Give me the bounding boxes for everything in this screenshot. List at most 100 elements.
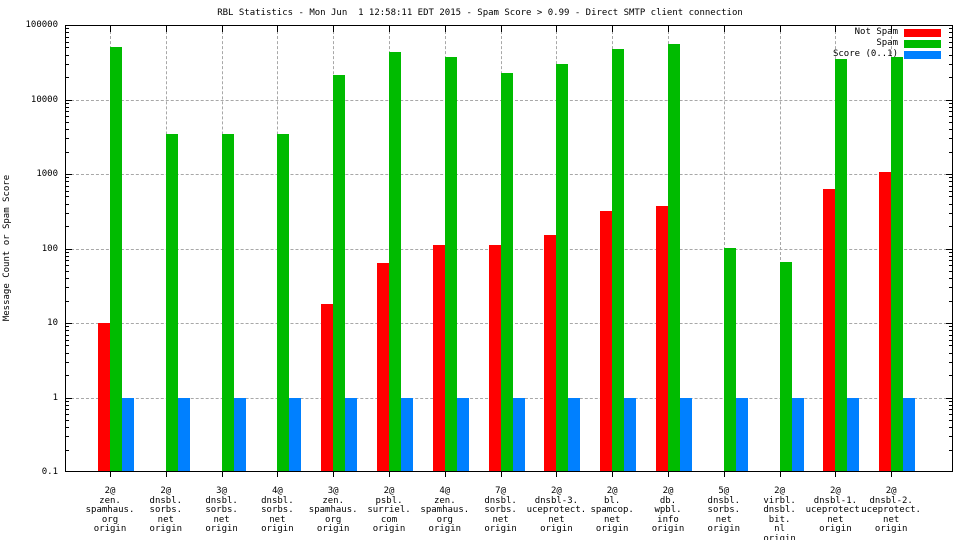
x-tick-label-line: 2@ bbox=[606, 486, 618, 496]
spam-bar bbox=[110, 47, 122, 472]
y-minor-tick-right bbox=[949, 151, 952, 153]
x-tick-label-line: net bbox=[157, 514, 174, 525]
x-tick-label-line: dnsbl-1. bbox=[813, 495, 858, 506]
y-tick-label: 1000 bbox=[36, 169, 58, 179]
y-minor-tick-left bbox=[66, 255, 69, 257]
y-minor-tick-left bbox=[66, 185, 69, 187]
spam-bar bbox=[779, 262, 792, 472]
y-minor-tick-left bbox=[66, 47, 69, 49]
x-tick-label-line: uceprotect. bbox=[805, 505, 866, 515]
y-minor-tick-right bbox=[949, 287, 952, 289]
x-tick-label-line: origin bbox=[93, 524, 127, 534]
x-tick-top bbox=[165, 26, 167, 32]
y-minor-tick-left bbox=[66, 77, 69, 79]
x-tick-bottom bbox=[165, 472, 167, 477]
x-tick-label-line: net bbox=[492, 514, 509, 525]
y-minor-tick-left bbox=[66, 36, 69, 38]
y-major-tick-left bbox=[66, 323, 72, 324]
y-tick-label: 100000 bbox=[25, 20, 58, 30]
x-tick-top bbox=[779, 26, 781, 32]
x-tick-label-line: net bbox=[548, 514, 565, 525]
x-tick-label-line: 3@ bbox=[327, 486, 339, 496]
y-minor-tick-right bbox=[949, 251, 952, 253]
y-minor-tick-left bbox=[66, 151, 69, 153]
x-tick-bottom bbox=[221, 472, 223, 477]
x-tick-label-line: origin bbox=[372, 524, 406, 534]
y-minor-tick-left bbox=[66, 419, 69, 421]
x-tick-label-line: 4@ bbox=[439, 486, 451, 496]
spam-bar bbox=[668, 44, 680, 472]
x-tick-label-line: zen. bbox=[322, 495, 345, 506]
y-minor-tick-left bbox=[66, 251, 69, 253]
y-minor-tick-left bbox=[66, 361, 69, 363]
y-major-tick-right bbox=[946, 397, 952, 399]
x-tick-label-line: spamhaus. bbox=[420, 505, 470, 515]
not-spam-bar bbox=[488, 245, 501, 472]
x-tick-bottom bbox=[556, 472, 558, 477]
y-minor-tick-right bbox=[949, 427, 952, 429]
x-tick-bottom bbox=[333, 472, 335, 477]
x-tick-top bbox=[444, 26, 446, 32]
x-tick-label-line: dnsbl. bbox=[261, 495, 294, 506]
x-tick-label-line: org bbox=[325, 514, 342, 525]
x-tick-label-line: zen. bbox=[433, 495, 456, 506]
y-minor-tick-right bbox=[949, 404, 952, 406]
score-0-1--bar bbox=[456, 397, 469, 472]
y-minor-tick-right bbox=[949, 106, 952, 108]
y-minor-tick-right bbox=[949, 28, 952, 30]
y-minor-tick-left bbox=[66, 196, 69, 198]
not-spam-bar bbox=[544, 235, 557, 472]
y-minor-tick-left bbox=[66, 63, 69, 65]
not-spam-bar bbox=[656, 206, 668, 472]
y-minor-tick-right bbox=[949, 352, 952, 354]
x-tick-bottom bbox=[612, 472, 614, 477]
spam-bar bbox=[891, 57, 904, 472]
y-minor-tick-right bbox=[949, 400, 952, 402]
y-minor-tick-left bbox=[66, 326, 69, 328]
not-spam-bar bbox=[377, 263, 389, 472]
x-tick-bottom bbox=[277, 472, 279, 477]
y-minor-tick-left bbox=[66, 404, 69, 406]
spam-bar bbox=[277, 134, 290, 472]
y-minor-tick-left bbox=[66, 345, 69, 347]
score-0-1--bar bbox=[512, 397, 525, 472]
x-tick-bottom bbox=[668, 472, 669, 477]
y-minor-tick-right bbox=[949, 449, 952, 451]
score-0-1--bar bbox=[624, 397, 637, 472]
not-spam-bar bbox=[823, 189, 836, 472]
y-minor-tick-right bbox=[949, 196, 952, 198]
score-0-1--bar bbox=[401, 397, 413, 472]
x-tick-label-line: origin bbox=[149, 524, 183, 534]
y-minor-tick-right bbox=[949, 345, 952, 347]
x-tick-label-line: dnsbl. bbox=[484, 495, 517, 506]
y-minor-tick-right bbox=[949, 129, 952, 131]
x-tick-label-line: nl bbox=[774, 524, 786, 534]
x-tick-label: 7@ dnsbl. sorbs. net origin bbox=[441, 486, 561, 535]
x-tick-label: 3@ zen. spamhaus. org origin bbox=[273, 486, 393, 535]
score-0-1--bar bbox=[903, 397, 916, 472]
y-major-tick-left bbox=[66, 174, 72, 175]
not-spam-bar bbox=[879, 172, 892, 472]
x-tick-label-line: origin bbox=[819, 524, 852, 534]
x-tick-label: 2@ dnsbl-3. uceprotect. net origin bbox=[496, 486, 616, 535]
x-tick-label-line: spamcop. bbox=[590, 505, 634, 515]
y-minor-tick-right bbox=[949, 185, 952, 187]
x-tick-label-line: surriel. bbox=[367, 505, 411, 515]
x-tick-top bbox=[891, 26, 893, 32]
y-minor-tick-left bbox=[66, 129, 69, 131]
x-tick-bottom bbox=[500, 472, 502, 477]
x-tick-label-line: origin bbox=[651, 524, 685, 534]
v-gridline bbox=[779, 26, 781, 471]
y-major-tick-right bbox=[946, 323, 952, 324]
legend-row: Not Spam bbox=[833, 27, 941, 38]
y-minor-tick-left bbox=[66, 102, 69, 104]
score-0-1--bar bbox=[345, 397, 358, 472]
x-tick-top bbox=[110, 26, 111, 32]
y-minor-tick-right bbox=[949, 212, 952, 214]
x-tick-top bbox=[835, 26, 837, 32]
y-tick-label: 10 bbox=[47, 318, 58, 328]
x-tick-top bbox=[389, 26, 390, 32]
y-minor-tick-left bbox=[66, 375, 69, 377]
y-minor-tick-right bbox=[949, 63, 952, 65]
x-tick-label-line: origin bbox=[261, 524, 294, 534]
